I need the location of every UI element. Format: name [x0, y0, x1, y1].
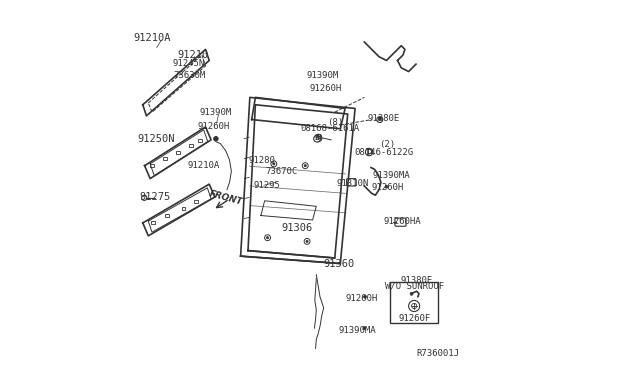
Text: B: B [315, 136, 319, 141]
Text: 91245N: 91245N [172, 59, 204, 68]
Bar [163, 157, 167, 160]
Text: 91380E: 91380E [401, 276, 433, 285]
Circle shape [314, 135, 321, 142]
Circle shape [271, 161, 277, 167]
Text: 91310N: 91310N [337, 179, 369, 188]
Text: (8): (8) [326, 118, 343, 126]
Text: 08168-6161A: 08168-6161A [300, 124, 360, 133]
Circle shape [363, 327, 366, 330]
Text: 91260HA: 91260HA [383, 217, 421, 226]
Circle shape [141, 195, 147, 201]
Bar [198, 140, 202, 142]
Text: 91280: 91280 [248, 155, 275, 165]
Circle shape [264, 235, 271, 241]
Circle shape [304, 238, 310, 244]
Text: 91390MA: 91390MA [373, 171, 410, 180]
Text: 91260H: 91260H [371, 183, 403, 192]
Bar [151, 221, 155, 224]
Circle shape [364, 295, 367, 298]
Circle shape [266, 237, 269, 239]
Text: 91210: 91210 [177, 50, 208, 60]
Text: 08146-6122G: 08146-6122G [354, 148, 413, 157]
Text: 91210A: 91210A [133, 33, 171, 43]
Text: 91260H: 91260H [346, 294, 378, 303]
FancyBboxPatch shape [347, 179, 356, 186]
Text: 91250N: 91250N [137, 134, 175, 144]
Circle shape [408, 301, 420, 311]
Text: 91306: 91306 [282, 224, 313, 234]
Circle shape [377, 116, 383, 122]
Text: B: B [317, 134, 322, 140]
Bar [176, 151, 180, 154]
Circle shape [304, 164, 307, 167]
Text: 91210A: 91210A [188, 161, 220, 170]
Circle shape [306, 240, 308, 243]
Text: 73670C: 73670C [266, 167, 298, 176]
Text: 91380E: 91380E [367, 114, 399, 123]
Circle shape [365, 148, 372, 156]
Circle shape [385, 185, 388, 188]
Circle shape [410, 292, 413, 295]
Text: 73630M: 73630M [173, 71, 205, 80]
Circle shape [314, 134, 322, 142]
Text: (2): (2) [380, 140, 396, 149]
Circle shape [214, 137, 218, 141]
FancyBboxPatch shape [395, 218, 406, 226]
Bar [150, 164, 154, 167]
Text: 91260F: 91260F [398, 314, 430, 323]
Bar [195, 200, 198, 203]
Text: 91275: 91275 [140, 192, 171, 202]
Circle shape [302, 163, 308, 169]
Bar [189, 144, 193, 147]
Circle shape [273, 163, 275, 165]
Circle shape [378, 117, 381, 120]
Text: W/O SUNROOF: W/O SUNROOF [385, 282, 444, 291]
Text: 91260H: 91260H [198, 122, 230, 131]
Bar [390, 282, 438, 323]
Bar [165, 214, 168, 217]
Text: 91390MA: 91390MA [338, 326, 376, 335]
Text: 91390M: 91390M [200, 108, 232, 117]
Circle shape [412, 304, 417, 309]
Text: 91360: 91360 [324, 259, 355, 269]
Text: 91390M: 91390M [307, 71, 339, 80]
Text: 91260H: 91260H [310, 84, 342, 93]
Bar [182, 207, 185, 210]
Text: R736001J: R736001J [417, 350, 460, 359]
Text: FRONT: FRONT [208, 189, 244, 206]
Circle shape [408, 291, 415, 297]
Text: D: D [366, 149, 372, 155]
Text: 91295: 91295 [254, 182, 280, 190]
